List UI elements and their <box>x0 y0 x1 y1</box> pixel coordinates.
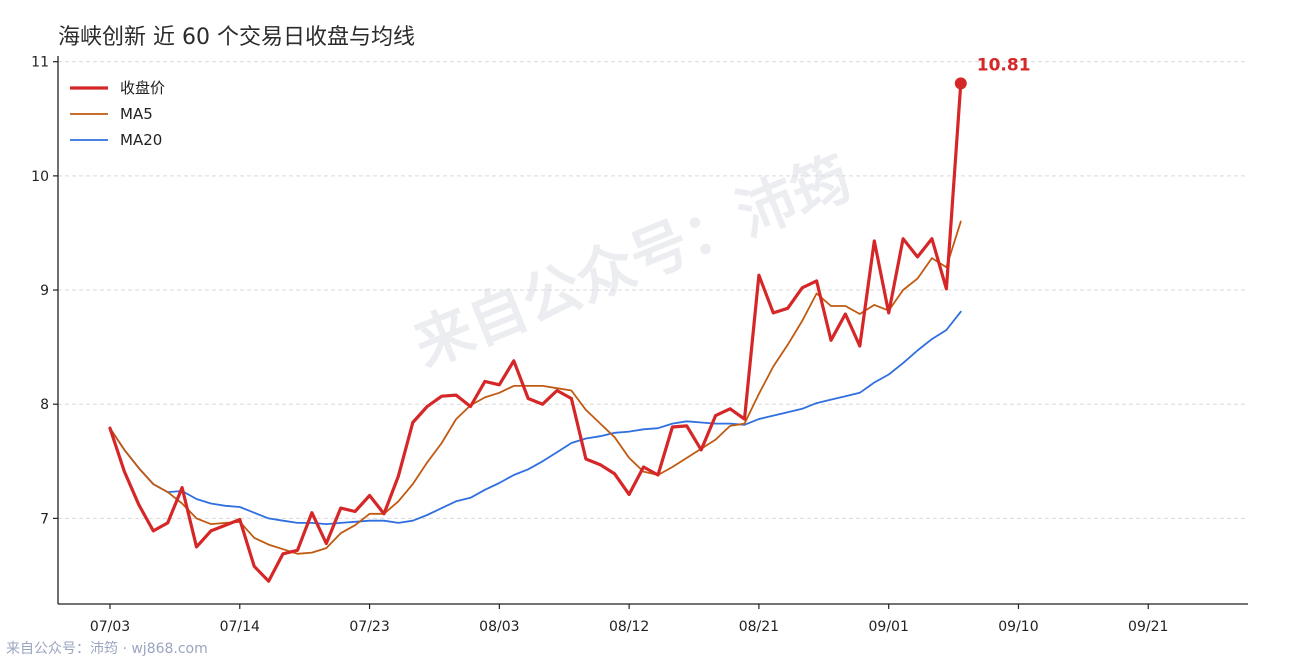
footer-credit: 来自公众号：沛筠 · wj868.com <box>6 640 208 657</box>
x-tick-label: 09/01 <box>869 619 909 635</box>
x-tick-label: 08/12 <box>609 619 649 635</box>
x-tick-label: 09/21 <box>1128 619 1168 635</box>
y-tick-label: 8 <box>40 397 49 413</box>
last-point-marker <box>954 77 967 90</box>
axis-ticks: 7 8 9 10 11 07/03 07/14 07/23 08/03 08/12 08/21 09/… <box>31 55 1168 635</box>
legend-label: MA5 <box>120 105 153 123</box>
series-close-line <box>108 81 963 583</box>
x-tick-label: 08/03 <box>479 619 519 635</box>
y-tick-label: 10 <box>31 169 49 185</box>
x-tick-label: 07/03 <box>90 619 130 635</box>
legend-label: MA20 <box>120 131 162 149</box>
legend-label: 收盘价 <box>120 79 165 97</box>
x-tick-label: 08/21 <box>739 619 779 635</box>
y-tick-label: 11 <box>31 55 49 71</box>
series-lines: 10.81 <box>108 55 1031 583</box>
y-tick-label: 9 <box>40 283 49 299</box>
grid-lines <box>58 61 1248 519</box>
x-tick-label: 07/23 <box>349 619 389 635</box>
last-value-label: 10.81 <box>977 55 1031 75</box>
watermark-text: 来自公众号：沛筠 <box>405 143 861 380</box>
x-tick-label: 07/14 <box>220 619 260 635</box>
series-ma20-line <box>109 310 962 525</box>
watermark: 来自公众号：沛筠 <box>405 143 861 380</box>
legend: 收盘价 MA5 MA20 <box>70 79 165 149</box>
y-tick-label: 7 <box>40 511 49 527</box>
x-tick-label: 09/10 <box>998 619 1038 635</box>
axes <box>57 56 1248 605</box>
chart-title: 海峡创新 近 60 个交易日收盘与均线 <box>58 25 415 50</box>
